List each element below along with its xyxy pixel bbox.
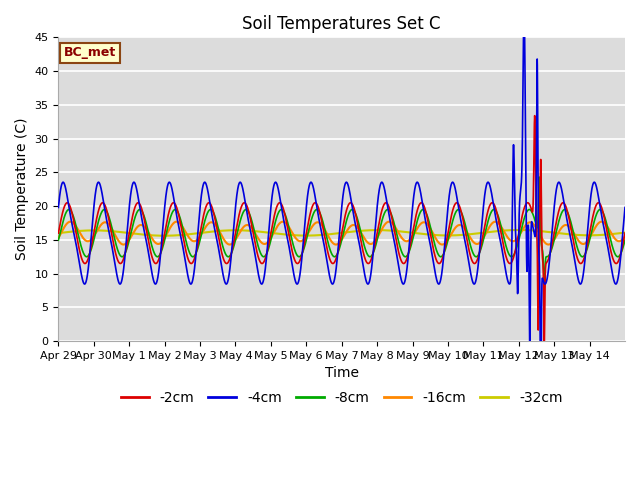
-8cm xyxy=(433,247,440,252)
Title: Soil Temperatures Set C: Soil Temperatures Set C xyxy=(243,15,441,33)
-2cm xyxy=(498,236,506,241)
Line: -16cm: -16cm xyxy=(58,222,625,244)
-16cm xyxy=(490,219,498,225)
-16cm xyxy=(120,241,127,247)
-2cm xyxy=(152,261,160,266)
-2cm xyxy=(54,230,62,236)
-2cm xyxy=(540,341,548,347)
-2cm xyxy=(531,113,538,119)
Line: -2cm: -2cm xyxy=(58,116,625,344)
Legend: -2cm, -4cm, -8cm, -16cm, -32cm: -2cm, -4cm, -8cm, -16cm, -32cm xyxy=(115,385,568,410)
-4cm xyxy=(54,204,62,210)
-2cm xyxy=(621,230,629,236)
Line: -32cm: -32cm xyxy=(58,230,625,236)
-2cm xyxy=(421,205,429,211)
-4cm xyxy=(621,204,629,210)
-16cm xyxy=(433,237,440,242)
Line: -4cm: -4cm xyxy=(58,7,625,418)
-32cm xyxy=(490,228,498,234)
-16cm xyxy=(621,233,629,239)
-4cm xyxy=(537,415,545,420)
-16cm xyxy=(421,220,429,226)
Line: -8cm: -8cm xyxy=(58,177,625,288)
-4cm xyxy=(473,271,481,276)
-4cm xyxy=(433,275,440,281)
-8cm xyxy=(152,253,160,259)
-16cm xyxy=(54,235,62,241)
-8cm xyxy=(621,237,629,243)
-32cm xyxy=(499,228,506,234)
-32cm xyxy=(152,233,160,239)
-8cm xyxy=(498,228,506,233)
-8cm xyxy=(54,237,62,243)
-16cm xyxy=(67,219,74,225)
-4cm xyxy=(421,215,429,220)
-8cm xyxy=(536,174,543,180)
Y-axis label: Soil Temperature (C): Soil Temperature (C) xyxy=(15,118,29,261)
-16cm xyxy=(152,240,160,246)
-8cm xyxy=(540,285,548,290)
-8cm xyxy=(473,253,481,259)
-4cm xyxy=(152,281,160,287)
-2cm xyxy=(433,257,440,263)
-4cm xyxy=(490,203,497,208)
-2cm xyxy=(473,257,481,263)
-4cm xyxy=(498,247,506,252)
-32cm xyxy=(54,230,62,236)
-2cm xyxy=(490,201,497,206)
-16cm xyxy=(474,241,481,247)
-32cm xyxy=(474,230,481,236)
X-axis label: Time: Time xyxy=(324,366,358,381)
-8cm xyxy=(421,208,429,214)
Text: BC_met: BC_met xyxy=(64,47,116,60)
-8cm xyxy=(490,206,497,212)
-4cm xyxy=(520,4,528,10)
-16cm xyxy=(499,226,506,231)
-32cm xyxy=(161,233,168,239)
-32cm xyxy=(421,231,429,237)
-32cm xyxy=(621,230,629,236)
-32cm xyxy=(515,227,523,233)
-32cm xyxy=(433,232,440,238)
